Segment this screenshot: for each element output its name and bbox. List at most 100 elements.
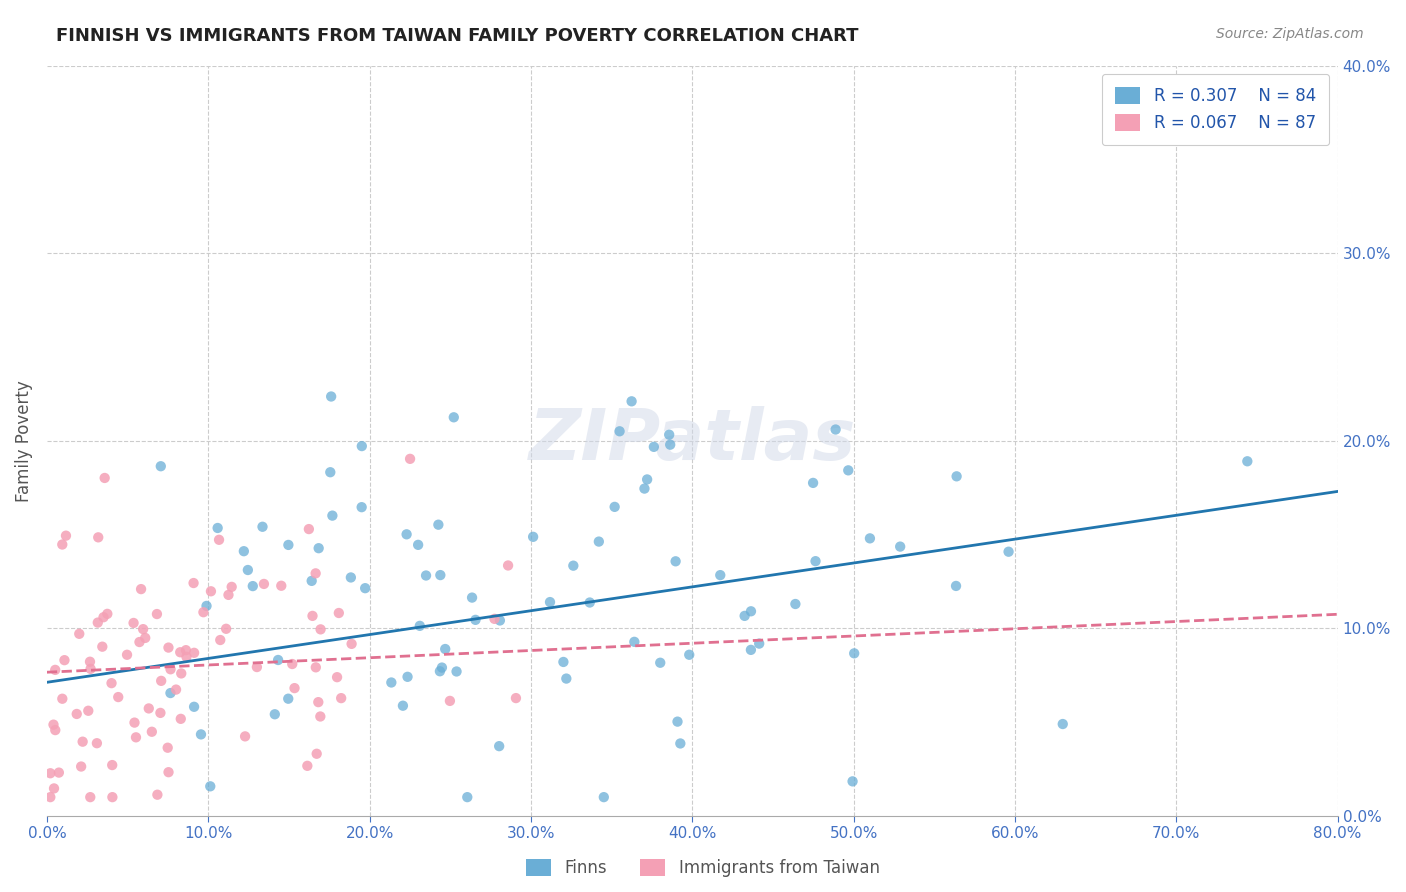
Point	[307, 695, 329, 709]
Point	[170, 712, 193, 726]
Point	[636, 472, 658, 486]
Point	[785, 597, 807, 611]
Point	[409, 619, 432, 633]
Point	[169, 645, 191, 659]
Point	[380, 675, 402, 690]
Point	[209, 633, 232, 648]
Point	[301, 608, 323, 623]
Point	[93, 471, 115, 485]
Point	[86, 736, 108, 750]
Point	[1052, 717, 1074, 731]
Point	[215, 622, 238, 636]
Point	[340, 570, 363, 584]
Point	[350, 500, 373, 515]
Point	[267, 653, 290, 667]
Point	[150, 673, 173, 688]
Point	[443, 410, 465, 425]
Point	[157, 765, 180, 780]
Point	[159, 662, 181, 676]
Point	[141, 724, 163, 739]
Point	[328, 606, 350, 620]
Point	[100, 676, 122, 690]
Point	[67, 627, 90, 641]
Point	[709, 568, 731, 582]
Legend: Finns, Immigrants from Taiwan: Finns, Immigrants from Taiwan	[520, 852, 886, 884]
Point	[945, 579, 967, 593]
Point	[484, 612, 506, 626]
Point	[157, 640, 180, 655]
Point	[190, 727, 212, 741]
Point	[281, 657, 304, 671]
Point	[620, 394, 643, 409]
Point	[496, 558, 519, 573]
Point	[396, 670, 419, 684]
Point	[101, 790, 124, 805]
Point	[859, 532, 882, 546]
Point	[330, 691, 353, 706]
Point	[195, 599, 218, 613]
Point	[242, 579, 264, 593]
Y-axis label: Family Poverty: Family Poverty	[15, 380, 32, 501]
Point	[623, 635, 645, 649]
Point	[354, 581, 377, 595]
Point	[233, 730, 256, 744]
Point	[841, 774, 863, 789]
Point	[464, 613, 486, 627]
Point	[446, 665, 468, 679]
Point	[555, 672, 578, 686]
Point	[48, 765, 70, 780]
Point	[748, 637, 770, 651]
Point	[461, 591, 484, 605]
Point	[270, 579, 292, 593]
Point	[146, 788, 169, 802]
Point	[633, 482, 655, 496]
Point	[72, 734, 94, 748]
Point	[588, 534, 610, 549]
Point	[392, 698, 415, 713]
Point	[200, 780, 222, 794]
Point	[39, 766, 62, 780]
Point	[658, 427, 681, 442]
Point	[221, 580, 243, 594]
Point	[87, 615, 110, 630]
Point	[277, 691, 299, 706]
Point	[87, 530, 110, 544]
Point	[146, 607, 169, 621]
Point	[246, 660, 269, 674]
Point	[42, 717, 65, 731]
Point	[252, 520, 274, 534]
Point	[207, 521, 229, 535]
Point	[740, 643, 762, 657]
Point	[93, 610, 115, 624]
Point	[1236, 454, 1258, 468]
Point	[678, 648, 700, 662]
Point	[200, 584, 222, 599]
Point	[79, 790, 101, 805]
Point	[51, 537, 73, 551]
Point	[609, 425, 631, 439]
Point	[643, 440, 665, 454]
Point	[415, 568, 437, 582]
Point	[218, 588, 240, 602]
Point	[395, 527, 418, 541]
Point	[283, 681, 305, 695]
Point	[193, 605, 215, 619]
Point	[44, 663, 66, 677]
Point	[562, 558, 585, 573]
Text: Source: ZipAtlas.com: Source: ZipAtlas.com	[1216, 27, 1364, 41]
Point	[138, 701, 160, 715]
Point	[824, 423, 846, 437]
Point	[669, 736, 692, 750]
Point	[350, 439, 373, 453]
Point	[39, 790, 62, 805]
Point	[553, 655, 575, 669]
Point	[96, 607, 118, 621]
Text: ZIPatlas: ZIPatlas	[529, 406, 856, 475]
Point	[253, 577, 276, 591]
Point	[309, 623, 332, 637]
Point	[488, 739, 510, 753]
Point	[77, 704, 100, 718]
Point	[538, 595, 561, 609]
Point	[650, 656, 672, 670]
Point	[578, 595, 600, 609]
